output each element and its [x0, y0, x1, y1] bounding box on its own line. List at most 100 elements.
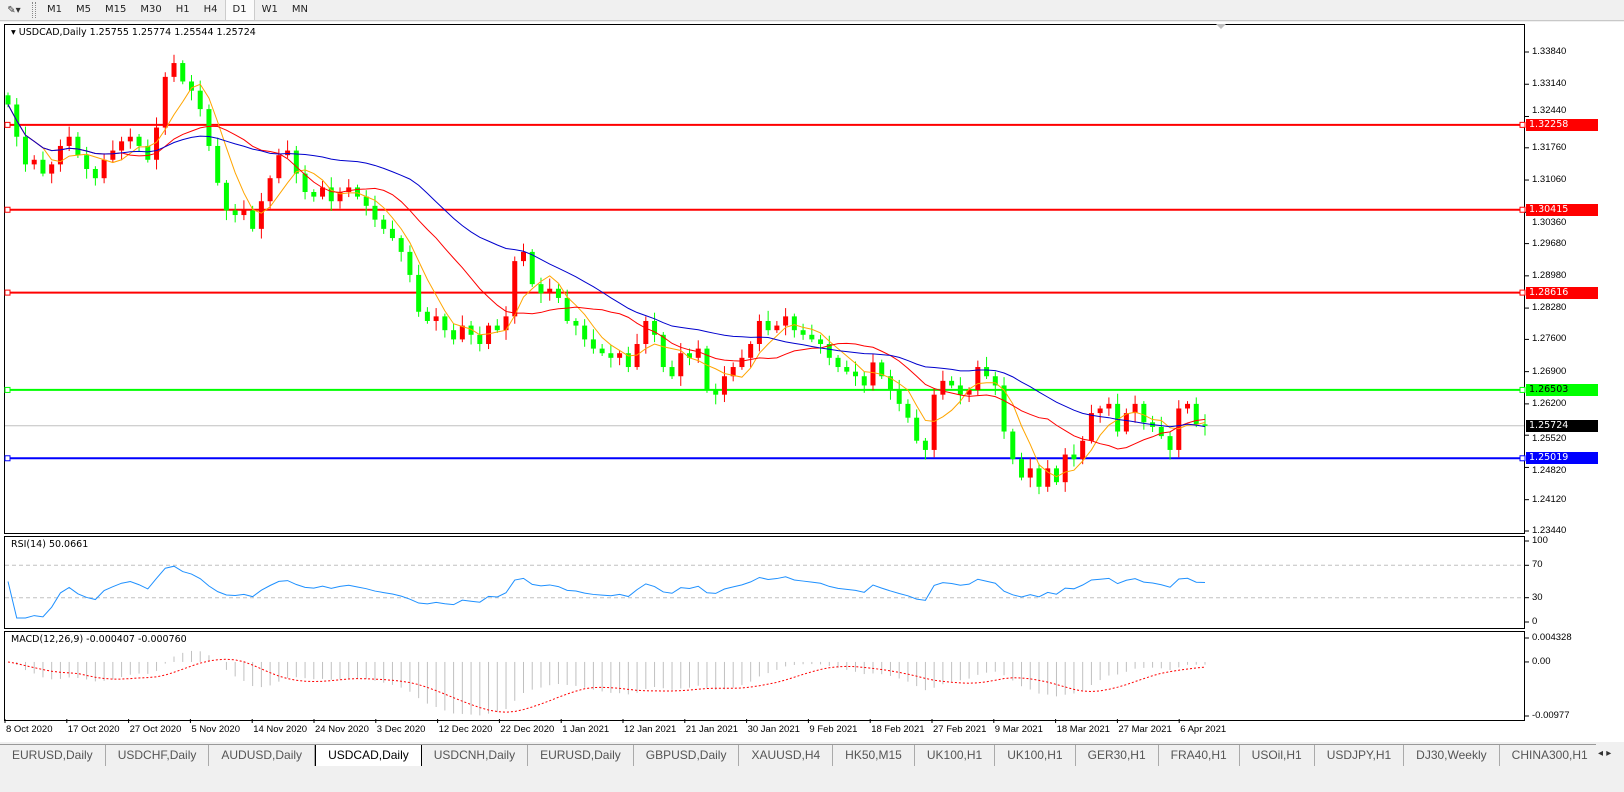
bear-candle: [984, 367, 990, 377]
chart-tab[interactable]: USDCHF,Daily: [106, 745, 210, 766]
bear-candle: [223, 182, 229, 211]
macd-tick-label: 0.00: [1532, 655, 1551, 667]
bear-candle: [398, 238, 404, 252]
bull-candle: [154, 127, 160, 160]
chart-tab[interactable]: EURUSD,Daily: [0, 745, 106, 766]
date-label: 12 Dec 2020: [438, 724, 493, 735]
line-tools-icon[interactable]: ✎▾: [7, 4, 21, 16]
bear-candle: [197, 90, 203, 110]
macd-tick-label: 0.004328: [1532, 632, 1572, 643]
price-tick-label: 1.27600: [1532, 333, 1567, 345]
price-pane[interactable]: ▾ USDCAD,Daily 1.25755 1.25774 1.25544 1…: [4, 24, 1525, 534]
price-tick-label: 1.32440: [1532, 105, 1567, 117]
timeframe-m1[interactable]: M1: [47, 4, 62, 15]
timeframe-m5[interactable]: M5: [76, 4, 91, 15]
collapse-triangle-icon[interactable]: ▾: [11, 27, 19, 38]
bear-candle: [188, 81, 194, 91]
bull-candle: [783, 316, 789, 326]
bull-candle: [756, 320, 762, 345]
bull-candle: [1062, 454, 1068, 483]
chart-tab[interactable]: XAUUSD,H4: [739, 745, 834, 766]
timeframe-m30[interactable]: M30: [140, 4, 162, 15]
macd-pane[interactable]: MACD(12,26,9) -0.000407 -0.000760: [4, 631, 1525, 721]
chart-tab[interactable]: EURUSD,Daily: [528, 745, 634, 766]
price-tick-label: 1.29680: [1532, 237, 1567, 249]
chart-tab[interactable]: USDJPY,H1: [1315, 745, 1405, 766]
bear-candle: [381, 219, 387, 229]
bull-candle: [57, 145, 63, 165]
bear-candle: [354, 187, 360, 197]
bull-candle: [433, 316, 439, 321]
bear-candle: [818, 339, 824, 345]
bear-candle: [250, 210, 256, 229]
level-price-label: 1.32258: [1526, 118, 1598, 131]
bear-candle: [1202, 424, 1208, 426]
date-label: 3 Dec 2020: [376, 724, 426, 735]
timeframe-d1[interactable]: D1: [224, 0, 255, 20]
chart-window[interactable]: ▾ USDCAD,Daily 1.25755 1.25774 1.25544 1…: [0, 22, 1624, 742]
timeframe-h4[interactable]: H4: [203, 4, 218, 15]
chart-tab[interactable]: USOil,H1: [1240, 745, 1315, 766]
level-anchor-handle: [4, 289, 11, 296]
tab-scroll-arrows-icon[interactable]: ◂ ▸: [1598, 748, 1622, 759]
date-label: 18 Mar 2021: [1056, 724, 1110, 735]
date-label: 18 Feb 2021: [871, 724, 925, 735]
macd-signal-line: [7, 658, 1206, 713]
bear-candle: [311, 192, 317, 197]
timeframe-h1[interactable]: H1: [175, 4, 190, 15]
chart-shift-marker-icon: [1216, 24, 1226, 29]
chart-tab[interactable]: USDCAD,Daily: [315, 745, 422, 766]
bull-candle: [1132, 403, 1138, 414]
chart-tab[interactable]: GER30,H1: [1076, 745, 1159, 766]
rsi-pane[interactable]: RSI(14) 50.0661: [4, 536, 1525, 629]
chart-tab[interactable]: USDCNH,Daily: [422, 745, 529, 766]
bear-candle: [1001, 385, 1007, 432]
price-tick-label: 1.28980: [1532, 269, 1567, 281]
bear-candle: [372, 205, 378, 220]
price-tick-label: 1.31060: [1532, 174, 1567, 186]
current-price-label: 1.25724: [1526, 419, 1598, 432]
bull-candle: [31, 159, 37, 165]
chart-tab[interactable]: DJ30,Weekly: [1404, 745, 1500, 766]
bull-candle: [1027, 468, 1033, 478]
bear-candle: [669, 367, 675, 377]
bull-candle: [1097, 408, 1103, 414]
rsi-tick-label: 70: [1532, 559, 1543, 571]
symbol-info: ▾ USDCAD,Daily 1.25755 1.25774 1.25544 1…: [11, 27, 256, 38]
level-anchor-handle: [4, 386, 11, 393]
bear-candle: [363, 196, 369, 206]
rsi-line: [7, 565, 1206, 619]
bull-candle: [643, 320, 649, 345]
macd-tick-label: -0.00977: [1532, 710, 1570, 721]
bear-candle: [538, 284, 544, 294]
chart-tab[interactable]: AUDUSD,Daily: [209, 745, 316, 766]
toolbar-grip[interactable]: [32, 2, 36, 18]
chart-tab[interactable]: HK50,M15: [833, 745, 915, 766]
bull-candle: [267, 178, 273, 202]
bear-candle: [442, 316, 448, 331]
chart-tab[interactable]: UK100,H1: [915, 745, 996, 766]
timeframe-w1[interactable]: W1: [261, 4, 278, 15]
date-label: 27 Mar 2021: [1118, 724, 1172, 735]
chart-tab[interactable]: FRA40,H1: [1159, 745, 1240, 766]
bull-candle: [870, 362, 876, 386]
bear-candle: [704, 348, 710, 391]
chart-tab[interactable]: UK100,H1: [995, 745, 1076, 766]
bull-candle: [119, 141, 125, 151]
ma-slow-line: [7, 104, 1206, 428]
timeframe-mn[interactable]: MN: [291, 4, 308, 15]
level-price-label: 1.28616: [1526, 286, 1598, 299]
bear-candle: [75, 136, 81, 156]
timeframe-m15[interactable]: M15: [105, 4, 127, 15]
price-tick-label: 1.28280: [1532, 302, 1567, 314]
chart-tab[interactable]: GBPUSD,Daily: [634, 745, 740, 766]
bear-candle: [1193, 403, 1199, 425]
bear-candle: [660, 334, 666, 368]
bull-candle: [721, 376, 727, 395]
bear-candle: [800, 330, 806, 335]
chart-tab[interactable]: CHINA300,H1: [1500, 745, 1596, 766]
bear-candle: [687, 353, 693, 358]
bear-candle: [922, 440, 928, 450]
level-anchor-handle: [4, 121, 11, 128]
bear-candle: [1141, 403, 1147, 423]
